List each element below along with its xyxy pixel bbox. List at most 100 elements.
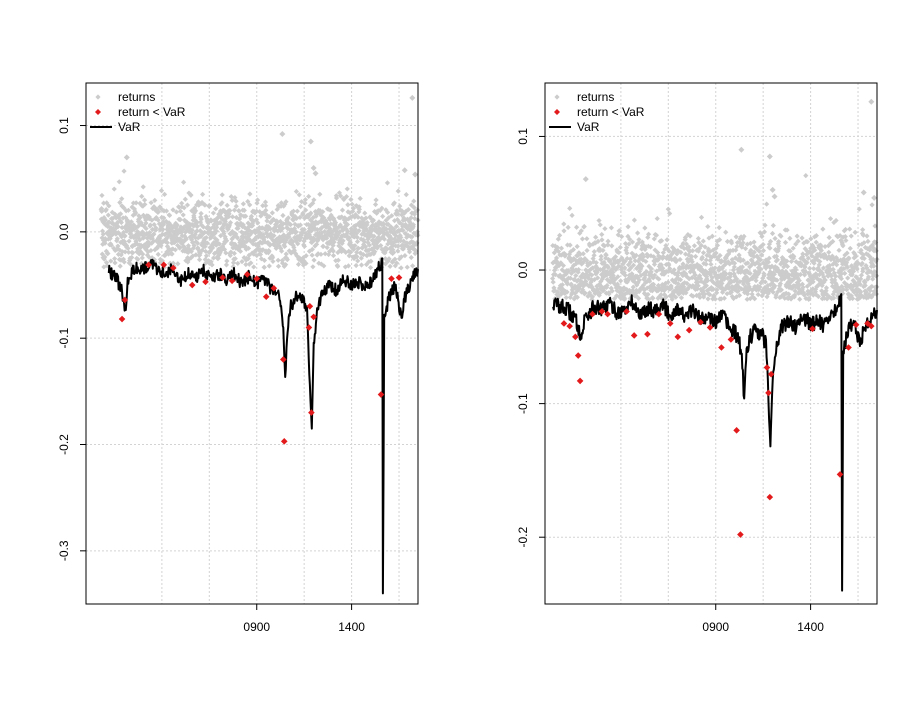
return-point [871, 194, 878, 201]
return-point [781, 270, 788, 277]
breach-point [188, 281, 196, 289]
return-point [560, 289, 566, 295]
return-point [624, 255, 630, 262]
return-point [385, 221, 391, 227]
return-point [591, 259, 597, 265]
return-point [765, 282, 771, 289]
return-point [248, 213, 255, 219]
return-point [609, 288, 615, 294]
return-point [108, 242, 114, 248]
return-point [851, 255, 857, 261]
return-point [778, 294, 784, 300]
return-point [311, 223, 317, 229]
return-point [792, 288, 798, 294]
return-point [629, 271, 635, 277]
return-point [757, 262, 763, 268]
return-point [573, 224, 580, 230]
return-point [813, 291, 819, 298]
return-point [594, 283, 600, 289]
return-point [738, 146, 745, 153]
return-point [791, 253, 797, 260]
return-point [749, 291, 755, 297]
return-point [389, 236, 395, 242]
return-point [807, 265, 813, 271]
return-point [582, 176, 589, 183]
return-point [649, 288, 655, 294]
breach-point [809, 325, 816, 333]
return-point [198, 216, 204, 222]
y-tick-label: -0.1 [516, 393, 530, 414]
return-point [578, 282, 584, 288]
return-point [829, 253, 835, 259]
return-point [685, 285, 692, 291]
return-point [347, 210, 353, 216]
return-point [830, 266, 836, 272]
return-point [776, 243, 782, 249]
return-point [844, 250, 850, 256]
return-point [408, 215, 414, 221]
return-point [767, 238, 774, 244]
return-point [660, 254, 666, 260]
return-point [402, 210, 408, 216]
return-point [821, 279, 827, 285]
return-point [364, 252, 370, 259]
return-point [786, 291, 792, 297]
return-point [552, 288, 558, 294]
return-point [633, 290, 639, 296]
return-point [714, 275, 720, 282]
return-point [694, 261, 700, 268]
x-tick-label: 0900 [243, 620, 270, 634]
return-point [558, 260, 564, 266]
return-point [352, 243, 358, 249]
return-point [412, 171, 419, 178]
return-point [786, 282, 793, 288]
return-point [613, 282, 619, 289]
return-point [558, 245, 565, 251]
return-point [245, 256, 251, 262]
return-point [674, 289, 680, 295]
return-point [802, 272, 808, 278]
return-point [858, 276, 864, 282]
return-point [293, 188, 299, 195]
return-point [571, 268, 578, 274]
return-point [329, 231, 335, 237]
breach-point [243, 271, 251, 278]
return-point [800, 284, 806, 290]
return-point [709, 233, 715, 239]
breach-point [395, 274, 403, 281]
return-point [218, 233, 224, 239]
return-point [808, 245, 814, 251]
return-point [770, 289, 776, 295]
return-point [298, 204, 304, 210]
return-point [732, 255, 739, 261]
return-point [586, 268, 592, 274]
return-point [729, 240, 735, 246]
return-point [611, 295, 618, 302]
return-point [572, 290, 578, 296]
return-point [132, 210, 139, 216]
return-point [844, 287, 850, 293]
return-point [555, 259, 561, 266]
return-point [651, 236, 657, 242]
return-point [295, 223, 301, 229]
breach-point [727, 336, 735, 343]
return-point [780, 292, 787, 298]
return-point [789, 277, 795, 283]
return-point [627, 236, 633, 242]
return-point [246, 261, 252, 267]
return-point [614, 281, 621, 287]
return-point [599, 237, 605, 243]
return-point [724, 291, 730, 297]
return-point [871, 263, 877, 269]
return-point [269, 255, 276, 261]
return-point [725, 259, 731, 265]
return-point [867, 287, 873, 294]
return-point [347, 214, 354, 221]
return-point [627, 259, 634, 265]
return-point [280, 221, 286, 227]
return-point [391, 218, 398, 224]
return-point [105, 250, 111, 257]
return-point [616, 228, 623, 234]
return-point [723, 229, 729, 235]
return-point [645, 243, 651, 249]
